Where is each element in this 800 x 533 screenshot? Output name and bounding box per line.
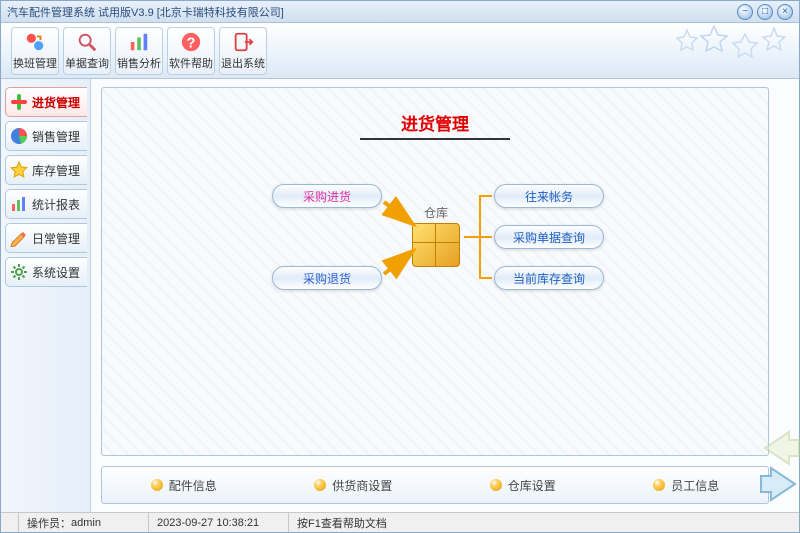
decorative-star-icon <box>699 25 729 55</box>
title-underline <box>360 138 510 140</box>
status-help: 按F1查看帮助文档 <box>289 513 799 532</box>
canvas: 进货管理 采购进货 采购退货 往来帐务 采购单据查询 当前库存查询 仓库 <box>101 87 769 456</box>
dot-icon <box>653 479 665 491</box>
pill-order-query[interactable]: 采购单据查询 <box>494 225 604 249</box>
toolbar-search-button[interactable]: 单据查询 <box>63 27 111 75</box>
dot-icon <box>490 479 502 491</box>
sidebar-item-label: 进货管理 <box>32 94 80 111</box>
nav-prev-button[interactable] <box>759 430 800 466</box>
toolbar-label: 退出系统 <box>221 55 265 71</box>
decorative-star-icon <box>675 29 699 53</box>
svg-text:?: ? <box>187 35 196 51</box>
exit-icon <box>232 31 254 53</box>
warehouse-node: 仓库 <box>412 204 460 267</box>
pill-purchase-return[interactable]: 采购退货 <box>272 266 382 290</box>
sidebar-item-label: 库存管理 <box>32 162 80 179</box>
sidebar: 进货管理 销售管理 库存管理 统计报表 日常管理 系统设置 <box>1 79 91 512</box>
toolbar-label: 软件帮助 <box>169 55 213 71</box>
minimize-button[interactable]: − <box>737 4 753 20</box>
toolbar-label: 单据查询 <box>65 55 109 71</box>
pie-icon <box>10 127 28 145</box>
pill-accounts[interactable]: 往来帐务 <box>494 184 604 208</box>
pencil-icon <box>10 229 28 247</box>
window-title: 汽车配件管理系统 试用版V3.9 [北京卡瑞特科技有限公司] <box>7 4 733 20</box>
chart-icon <box>128 31 150 53</box>
status-datetime: 2023-09-27 10:38:21 <box>149 513 289 532</box>
box-icon <box>412 223 460 267</box>
toolbar-chart-button[interactable]: 销售分析 <box>115 27 163 75</box>
sidebar-item-daily[interactable]: 日常管理 <box>5 223 87 253</box>
help-icon: ? <box>180 31 202 53</box>
toolbar-swap-button[interactable]: 换班管理 <box>11 27 59 75</box>
bottom-link-parts[interactable]: 配件信息 <box>151 477 217 494</box>
pill-purchase-in[interactable]: 采购进货 <box>272 184 382 208</box>
sidebar-item-purchase[interactable]: 进货管理 <box>5 87 87 117</box>
gear-icon <box>10 263 28 281</box>
bottom-link-warehouse[interactable]: 仓库设置 <box>490 477 556 494</box>
close-button[interactable]: × <box>777 4 793 20</box>
swap-icon <box>24 31 46 53</box>
dot-icon <box>314 479 326 491</box>
sidebar-item-reports[interactable]: 统计报表 <box>5 189 87 219</box>
toolbar-exit-button[interactable]: 退出系统 <box>219 27 267 75</box>
bottom-link-bar: 配件信息 供货商设置 仓库设置 员工信息 <box>101 466 769 504</box>
nav-arrows <box>759 430 800 502</box>
sidebar-item-label: 销售管理 <box>32 128 80 145</box>
plus-icon <box>10 93 28 111</box>
sidebar-item-settings[interactable]: 系统设置 <box>5 257 87 287</box>
toolbar-label: 销售分析 <box>117 55 161 71</box>
star-icon <box>10 161 28 179</box>
bottom-link-staff[interactable]: 员工信息 <box>653 477 719 494</box>
bottom-link-supplier[interactable]: 供货商设置 <box>314 477 392 494</box>
toolbar-help-button[interactable]: ? 软件帮助 <box>167 27 215 75</box>
bars-icon <box>10 195 28 213</box>
sidebar-item-label: 统计报表 <box>32 196 80 213</box>
status-operator: 操作员：admin <box>19 513 149 532</box>
decorative-star-icon <box>761 27 787 53</box>
nav-next-button[interactable] <box>759 466 800 502</box>
canvas-title: 进货管理 <box>401 110 469 135</box>
pill-stock-query[interactable]: 当前库存查询 <box>494 266 604 290</box>
flow-arrows <box>102 88 768 455</box>
sidebar-item-label: 日常管理 <box>32 230 80 247</box>
warehouse-label: 仓库 <box>412 204 460 221</box>
sidebar-item-label: 系统设置 <box>32 264 80 281</box>
sidebar-item-sales[interactable]: 销售管理 <box>5 121 87 151</box>
main-area: 进货管理 采购进货 采购退货 往来帐务 采购单据查询 当前库存查询 仓库 <box>91 79 799 512</box>
search-icon <box>76 31 98 53</box>
toolbar-label: 换班管理 <box>13 55 57 71</box>
dot-icon <box>151 479 163 491</box>
maximize-button[interactable]: □ <box>757 4 773 20</box>
sidebar-item-inventory[interactable]: 库存管理 <box>5 155 87 185</box>
status-grip <box>1 513 19 532</box>
titlebar: 汽车配件管理系统 试用版V3.9 [北京卡瑞特科技有限公司] − □ × <box>1 1 799 23</box>
statusbar: 操作员：admin 2023-09-27 10:38:21 按F1查看帮助文档 <box>1 512 799 532</box>
decorative-star-icon <box>731 33 759 61</box>
toolbar: 换班管理 单据查询 销售分析 ? 软件帮助 退出系统 <box>1 23 799 79</box>
